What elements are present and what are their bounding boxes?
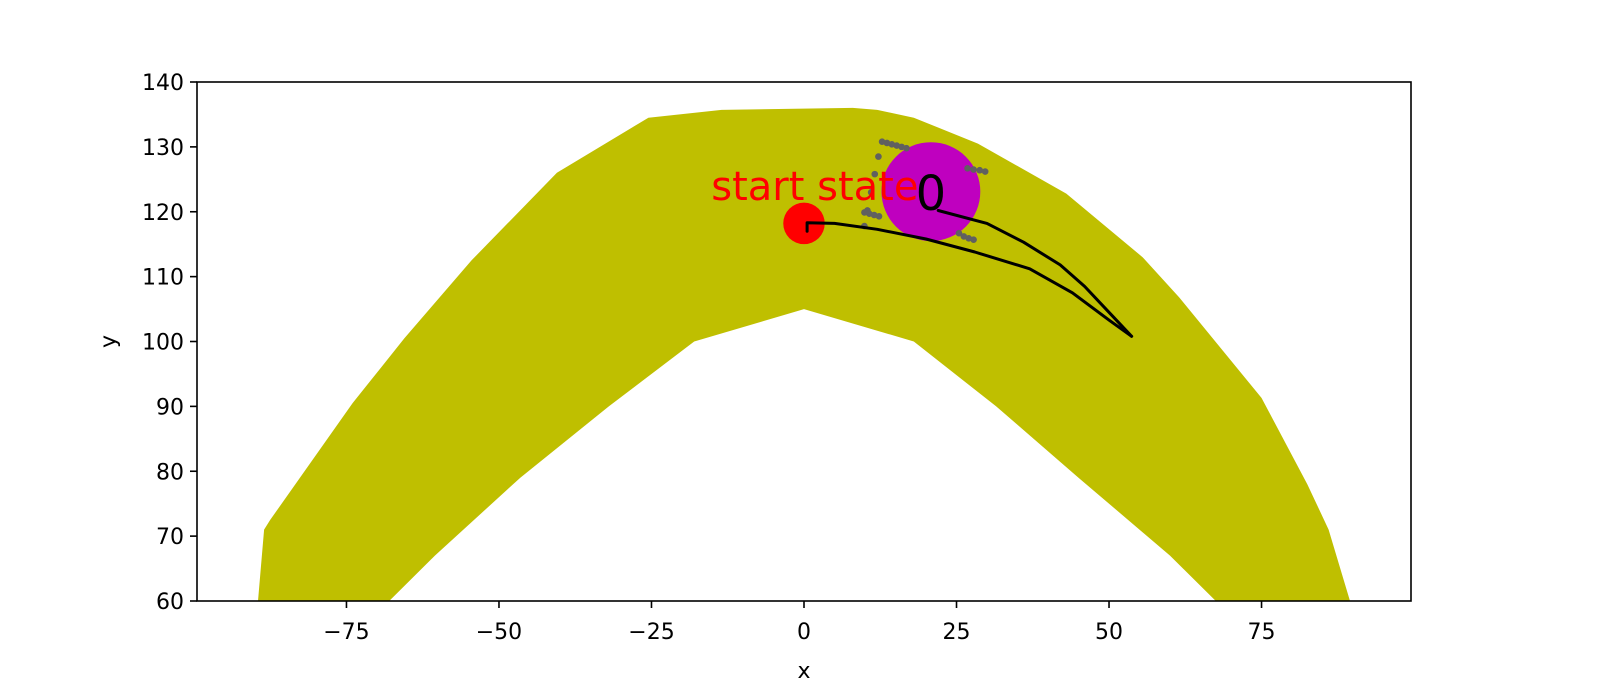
- y-tick-label-8: 140: [142, 71, 184, 96]
- plot-area: [258, 107, 1350, 601]
- x-tick-label-5: 50: [1095, 620, 1123, 645]
- x-tick-label-6: 75: [1248, 620, 1276, 645]
- y-tick-label-3: 90: [156, 395, 184, 420]
- y-tick-label-5: 110: [142, 266, 184, 291]
- y-tick-label-6: 120: [142, 201, 184, 226]
- trajectory-1: [936, 209, 1134, 338]
- sample-point-15: [964, 164, 971, 172]
- y-tick-label-2: 80: [156, 460, 184, 485]
- sample-point-16: [970, 166, 977, 173]
- axis-ticks: −75 −50 −25 0 25 50 75 60 70 80 90 100 110 120 130 140: [142, 71, 1276, 645]
- trajectory-0: [805, 221, 1134, 338]
- start-state-marker: [783, 202, 825, 245]
- y-tick-label-7: 130: [142, 136, 184, 161]
- sample-point-14: [875, 212, 883, 220]
- start-state-label: start state: [711, 164, 918, 210]
- x-tick-label-2: −25: [628, 620, 674, 645]
- x-tick-label-0: −75: [323, 620, 369, 645]
- y-tick-label-4: 100: [142, 331, 184, 356]
- y-tick-label-0: 60: [156, 590, 184, 615]
- y-tick-label-1: 70: [156, 525, 184, 550]
- road-region: [258, 107, 1350, 601]
- sample-point-6: [875, 153, 882, 160]
- sample-point-5: [903, 144, 910, 152]
- sample-point-8: [867, 188, 875, 196]
- sample-point-22: [970, 236, 977, 243]
- sample-point-17: [976, 166, 983, 174]
- y-axis-label: y: [97, 335, 122, 348]
- x-tick-label-1: −50: [476, 620, 522, 645]
- x-tick-label-3: 0: [797, 620, 811, 645]
- x-axis-label: x: [797, 659, 810, 684]
- sample-point-19: [955, 229, 963, 237]
- sample-point-18: [981, 168, 989, 175]
- sample-point-7: [871, 170, 879, 178]
- obstacle-label: 0: [916, 166, 947, 222]
- x-tick-label-4: 25: [943, 620, 971, 645]
